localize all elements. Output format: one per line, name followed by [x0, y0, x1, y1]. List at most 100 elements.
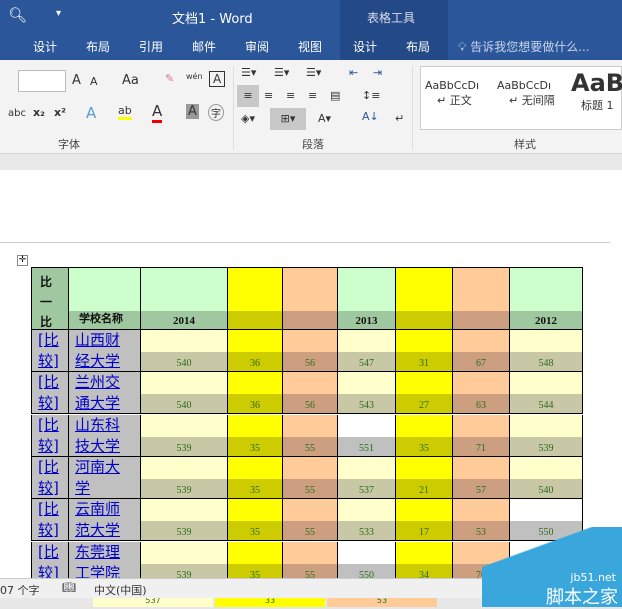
subscript-button[interactable]: x₂: [33, 106, 45, 119]
cell-value: 36: [250, 358, 260, 369]
tab-references[interactable]: 引用: [139, 40, 164, 54]
value-cell: 71: [453, 414, 510, 457]
proofing-icon[interactable]: 📖︎: [62, 581, 76, 594]
cell-value: 540: [176, 358, 192, 369]
value-cell: 34: [396, 541, 453, 584]
cell-value: 36: [250, 400, 260, 412]
school-link[interactable]: 山东科技大学: [75, 415, 121, 455]
bullets-icon[interactable]: ☰▾: [241, 66, 257, 79]
compare-link[interactable]: [比较]: [38, 373, 59, 413]
tell-me-search[interactable]: 💡︎ 告诉我您想要做什么...: [458, 40, 590, 54]
justify-icon[interactable]: ≡: [308, 89, 318, 102]
school-link[interactable]: 东莞理工学院: [75, 542, 121, 582]
cell-value: 57: [476, 484, 486, 496]
asian-layout-icon[interactable]: A▾: [318, 112, 332, 125]
compare-link[interactable]: [比较]: [38, 500, 59, 540]
align-center-icon[interactable]: ≡: [264, 89, 274, 102]
table-move-handle[interactable]: ✛: [17, 255, 28, 266]
value-cell: 539: [510, 414, 583, 457]
style-no-spacing[interactable]: AaBbCcDı ↵ 无间隔: [497, 79, 555, 107]
compare-link-cell: [比较]: [31, 541, 69, 584]
value-cell: 17: [396, 499, 453, 542]
tab-mailings[interactable]: 邮件: [192, 40, 217, 54]
title-bar: 🔍︎ ▾ 文档1 - Word 表格工具: [0, 0, 622, 32]
language-status[interactable]: 中文(中国): [94, 584, 147, 597]
second-window-strip: 537 33 53: [0, 598, 622, 607]
font-group-label: 字体: [58, 138, 80, 151]
school-link[interactable]: 云南师范大学: [75, 500, 121, 540]
compare-link-cell: [比较]: [31, 456, 69, 499]
customize-toolbar-icon[interactable]: ▾: [56, 8, 62, 19]
shading-icon[interactable]: ◈▾: [241, 112, 255, 125]
header-cell: 比一比: [31, 267, 69, 330]
print-preview-icon[interactable]: 🔍︎: [8, 6, 28, 24]
value-cell: 27: [396, 372, 453, 415]
style-normal[interactable]: AaBbCcDı ↵ 正文: [425, 79, 480, 107]
value-cell: 57: [453, 456, 510, 499]
distributed-icon[interactable]: ▤: [330, 89, 341, 102]
align-right-icon[interactable]: ≡: [286, 89, 296, 102]
compare-link-cell: [比较]: [31, 372, 69, 415]
tab-design[interactable]: 设计: [33, 40, 58, 54]
change-case-button[interactable]: Aa: [122, 73, 139, 88]
borders-icon[interactable]: ⊞▾: [270, 108, 306, 130]
char-border-icon[interactable]: A: [209, 71, 226, 87]
char-shading-icon[interactable]: A: [186, 104, 199, 119]
cell-value: 35: [419, 442, 429, 454]
school-link[interactable]: 山西财经大学: [75, 331, 121, 370]
cell-value: 551: [359, 442, 374, 454]
phonetic-guide-button[interactable]: wén: [186, 72, 203, 81]
tab-review[interactable]: 审阅: [245, 40, 270, 54]
enclose-char-icon[interactable]: 字: [208, 104, 224, 121]
cell-value: 35: [250, 442, 260, 454]
highlight-icon[interactable]: ab: [118, 104, 132, 120]
multilevel-icon[interactable]: ☰▾: [306, 66, 322, 79]
superscript-button[interactable]: x²: [54, 106, 66, 119]
value-cell: 533: [338, 499, 396, 542]
style-heading1[interactable]: AaB 标题 1: [571, 69, 622, 112]
show-marks-icon[interactable]: ↵: [395, 112, 405, 125]
align-left-icon[interactable]: ≡: [237, 85, 259, 107]
header-year: 2014: [173, 315, 195, 327]
cell-value: 31: [419, 358, 429, 369]
compare-link[interactable]: [比较]: [38, 415, 59, 455]
value-cell: 540: [141, 330, 228, 372]
school-link[interactable]: 兰州交通大学: [75, 373, 121, 413]
ribbon: A A Aa ✎ wén A abc x₂ x² A ab A A 字 字体 ☰…: [0, 60, 622, 154]
paragraph-group-label: 段落: [302, 138, 324, 151]
shrink-font-button[interactable]: A: [90, 75, 98, 88]
header-compare: 比一比: [40, 275, 53, 329]
clear-format-icon[interactable]: ✎: [165, 72, 175, 85]
word-count[interactable]: 07 个字: [0, 584, 40, 597]
tab-table-layout[interactable]: 布局: [406, 40, 431, 54]
header-year: 2012: [535, 315, 557, 327]
document-page: ✛ 比一比 学校名称 2014 2013 2012 [比较] 山西财经大学 540 36 56 54…: [0, 170, 622, 584]
numbering-icon[interactable]: ☰▾: [274, 66, 290, 79]
value-cell: 35: [228, 541, 283, 584]
value-cell: 543: [338, 372, 396, 415]
tab-table-design[interactable]: 设计: [353, 40, 378, 54]
compare-link[interactable]: [比较]: [38, 457, 59, 497]
decrease-indent-icon[interactable]: ⇤: [349, 66, 359, 79]
compare-link[interactable]: [比较]: [38, 331, 59, 370]
cell-value: 540: [176, 400, 192, 412]
line-spacing-icon[interactable]: ↕≡: [362, 89, 381, 102]
value-cell: 551: [338, 414, 396, 457]
grow-font-button[interactable]: A: [72, 73, 81, 88]
sort-icon[interactable]: A↓: [362, 110, 379, 123]
strikethrough-button[interactable]: abc: [8, 108, 26, 119]
value-cell: 63: [453, 372, 510, 415]
tab-view[interactable]: 视图: [298, 40, 323, 54]
value-cell: 55: [283, 456, 338, 499]
increase-indent-icon[interactable]: ⇥: [373, 66, 383, 79]
value-cell: 56: [283, 372, 338, 415]
cell-value: 56: [305, 400, 315, 412]
compare-link[interactable]: [比较]: [38, 542, 59, 582]
value-cell: 550: [338, 541, 396, 584]
text-effect-icon[interactable]: A: [86, 104, 97, 122]
font-size-box[interactable]: [18, 70, 66, 92]
font-color-icon[interactable]: A: [152, 102, 163, 123]
school-link[interactable]: 河南大学: [75, 457, 121, 497]
school-cell: 东莞理工学院: [69, 541, 141, 584]
tab-layout[interactable]: 布局: [86, 40, 111, 54]
